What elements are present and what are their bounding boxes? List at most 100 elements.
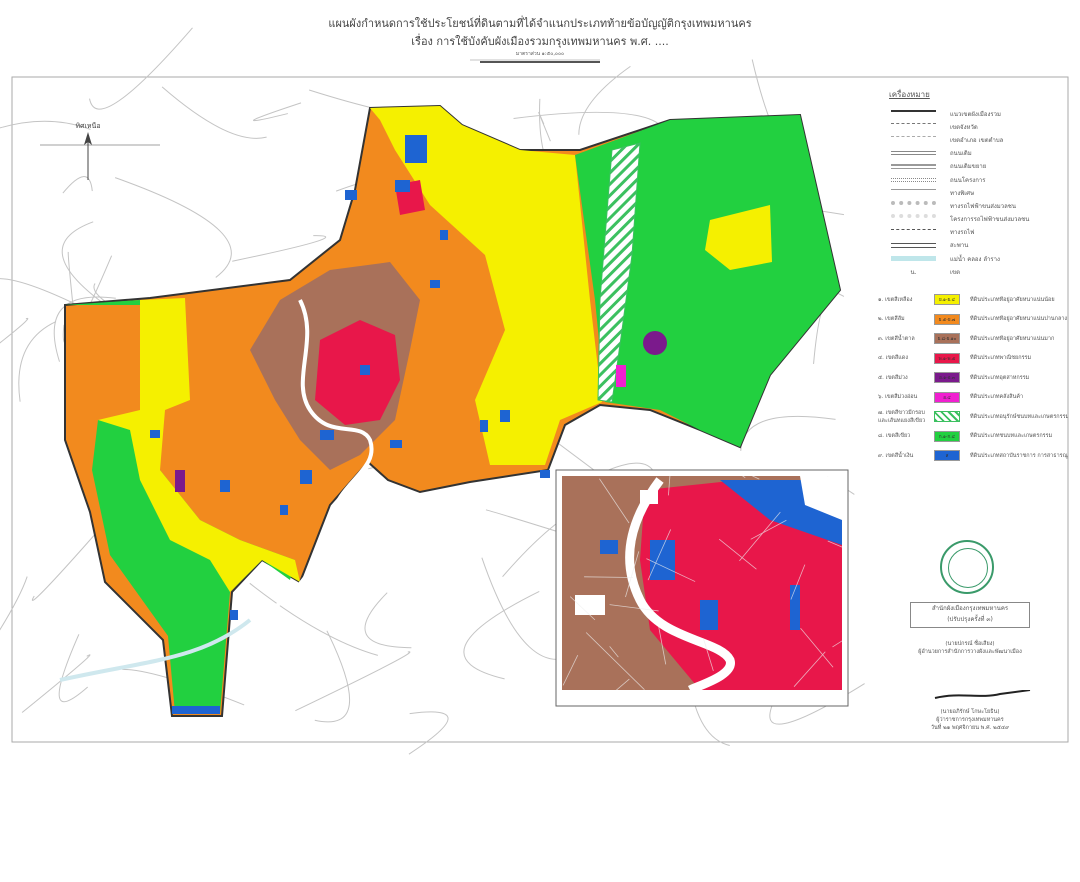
north-arrow-label: ทิศเหนือ — [75, 122, 100, 130]
inset-road — [609, 646, 619, 658]
signer-role: ผู้ว่าราชการกรุงเทพมหานคร — [936, 717, 1004, 723]
road-line — [53, 296, 116, 362]
legend-label: ถนนเดิมขยาย — [950, 163, 987, 171]
zone-legend-item: ๘. เขตสีเขียว ก.๑-ก.๔ ที่ดินประเภทชนบทและเ… — [878, 427, 1068, 447]
zone-code: ๑. เขตสีเหลือง — [878, 296, 913, 303]
inset-road — [718, 538, 757, 570]
road-line — [249, 582, 378, 656]
zone-legend-item: ๒. เขตสีส้ม ย.๕-ย.๗ ที่ดินประเภทที่อยู่อาศ… — [878, 310, 1068, 330]
legend-label: โครงการรถไฟฟ้าขนส่งมวลชน — [950, 216, 1030, 224]
legend-item: เขตอำเภอ เขตตำบล — [885, 133, 1065, 146]
zone-blue-patch — [320, 430, 334, 440]
caption-line1: สำนักผังเมืองกรุงเทพมหานคร — [931, 605, 1009, 612]
legend-label: แม่น้ำ คลอง ลำราง — [950, 255, 1000, 263]
legend-label: แนวเขตผังเมืองรวม — [950, 110, 1001, 118]
road-line — [58, 634, 89, 703]
map-subtitle: เรื่อง การใช้บังคับผังเมืองรวมกรุงเทพมหา… — [411, 35, 669, 48]
zone-legend-item: ๙. เขตสีน้ำเงิน ส ที่ดินประเภทสถาบันราชการ… — [878, 446, 1068, 466]
zone-description: ที่ดินประเภทที่อยู่อาศัยหนาแน่นปานกลาง — [970, 316, 1068, 323]
road-line — [114, 177, 232, 278]
inset-road — [832, 640, 842, 648]
inset-road — [658, 626, 667, 665]
inset-road — [668, 476, 671, 496]
road-line — [21, 654, 91, 713]
signature-block-1: (นายปกรณ์ ซื่อเสียง) ผู้อำนวยการสำนักการ… — [900, 640, 1040, 656]
legend-symbol-thin — [891, 189, 936, 196]
inset-road — [562, 654, 579, 686]
legend-item: แม่น้ำ คลอง ลำราง — [885, 252, 1065, 265]
road-line — [89, 27, 193, 110]
zone-blue-patch — [480, 420, 488, 432]
zone-blue-patch — [390, 440, 402, 448]
road-line — [161, 86, 267, 139]
zone-swatch: อ.๑-อ.๓ — [934, 372, 960, 384]
zone-legend-item: ๗. เขตสีขาวมีกรอบ และเส้นทแยงสีเขียว ที่ดิ… — [878, 407, 1068, 427]
legend-symbol-double — [891, 151, 936, 156]
zone-description: ที่ดินประเภทอนุรักษ์ชนบทและเกษตรกรรม — [970, 413, 1068, 420]
inset-road — [827, 540, 842, 548]
inset-road — [569, 596, 596, 621]
signature-date: วันที่ ๒๑ พฤศจิกายน พ.ศ. ๒๕๔๙ — [930, 725, 1010, 731]
road-line — [314, 630, 351, 723]
legend-item: น. เขต — [885, 265, 1065, 278]
zone-legend-item: ๕. เขตสีม่วง อ.๑-อ.๓ ที่ดินประเภทอุตสาหกรร… — [878, 368, 1068, 388]
inset-road — [646, 558, 696, 582]
inset-road — [703, 638, 714, 671]
legend-item: แนวเขตผังเมืองรวม — [885, 107, 1065, 120]
map-frame — [11, 76, 1069, 743]
road-line — [61, 221, 120, 316]
zone-description: ที่ดินประเภทชนบทและเกษตรกรรม — [970, 433, 1053, 440]
north-arrow-icon — [40, 132, 160, 180]
legend-item: ทางรถไฟ — [885, 226, 1065, 239]
legend-item: โครงการรถไฟฟ้าขนส่งมวลชน — [885, 213, 1065, 226]
inset-road — [790, 564, 806, 600]
signer-role: ผู้อำนวยการสำนักการวางผังและพัฒนาเมือง — [918, 649, 1022, 655]
zone-code: ๘. เขตสีเขียว — [878, 433, 911, 440]
legend-symbol-doublethick — [891, 163, 936, 169]
legend-label: ถนนเดิม — [950, 150, 972, 158]
legend-label: ทางรถไฟฟ้าขนส่งมวลชน — [950, 202, 1016, 210]
zone-blue-patch — [345, 190, 357, 200]
zone-swatch: ย.๘-ย.๑๐ — [934, 333, 960, 345]
seal-caption: สำนักผังเมืองกรุงเทพมหานคร (ปรับปรุงครั้… — [910, 602, 1030, 628]
inset-map[interactable] — [555, 440, 884, 707]
zone-legend-item: ๖. เขตสีม่วงอ่อน อ.๔ ที่ดินประเภทคลังสินค้… — [878, 388, 1068, 408]
zone-code: ๕. เขตสีม่วง — [878, 374, 908, 381]
zone-code: ๔. เขตสีแดง — [878, 355, 909, 362]
caption-line2: (ปรับปรุงครั้งที่ ๓) — [947, 616, 993, 623]
map-title: แผนผังกำหนดการใช้ประโยชน์ที่ดินตามที่ได้… — [328, 17, 752, 30]
legend-item: เขตจังหวัด — [885, 120, 1065, 133]
zone-swatch: อ.๔ — [934, 391, 960, 403]
zone-blue-patch — [500, 410, 510, 422]
legend-label: ถนนโครงการ — [950, 176, 986, 184]
signer-name: (นายอภิรักษ์ โกษะโยธิน) — [940, 709, 1000, 715]
road-line — [295, 651, 411, 712]
road-line — [0, 120, 91, 130]
zone-blue-patches — [150, 135, 550, 620]
legend-symbol-bridge — [891, 242, 936, 248]
signature-block-2: (นายอภิรักษ์ โกษะโยธิน) ผู้ว่าราชการกรุง… — [900, 690, 1040, 732]
zone-swatch: พ.๑-พ.๕ — [934, 352, 960, 364]
zone-description: ที่ดินประเภทอุตสาหกรรม — [970, 374, 1030, 381]
legend-symbol-water — [891, 256, 936, 262]
inset-road — [585, 632, 645, 690]
road-line — [513, 111, 664, 129]
zone-legend-item: ๓. เขตสีน้ำตาล ย.๘-ย.๑๐ ที่ดินประเภทที่อยู… — [878, 329, 1068, 349]
zone-swatch: ส — [934, 450, 960, 462]
zone-description: ที่ดินประเภทที่อยู่อาศัยหนาแน่นมาก — [970, 335, 1055, 342]
legend-symbol-circles — [891, 200, 936, 211]
legend-item: ถนนเดิมขยาย — [885, 160, 1065, 173]
zone-legend: ๑. เขตสีเหลือง ย.๑-ย.๔ ที่ดินประเภทที่อยู่… — [878, 290, 1068, 466]
legend-symbol-dash — [891, 123, 936, 130]
zone-yellow-east — [705, 205, 772, 270]
map-legend: เครื่องหมาย แนวเขตผังเมืองรวมเขตจังหวัดเ… — [885, 88, 1065, 278]
inset-road — [615, 678, 630, 690]
zone-yellow-north — [370, 106, 602, 465]
legend-item: ทางพิเศษ — [885, 186, 1065, 199]
legend-title: เครื่องหมาย — [889, 90, 930, 99]
chao-phraya-river — [249, 299, 374, 622]
zone-blue-patch — [300, 470, 312, 484]
zone-legend-item: ๑. เขตสีเหลือง ย.๑-ย.๔ ที่ดินประเภทที่อยู่… — [878, 290, 1068, 310]
zone-magenta-warehouse — [616, 365, 626, 387]
